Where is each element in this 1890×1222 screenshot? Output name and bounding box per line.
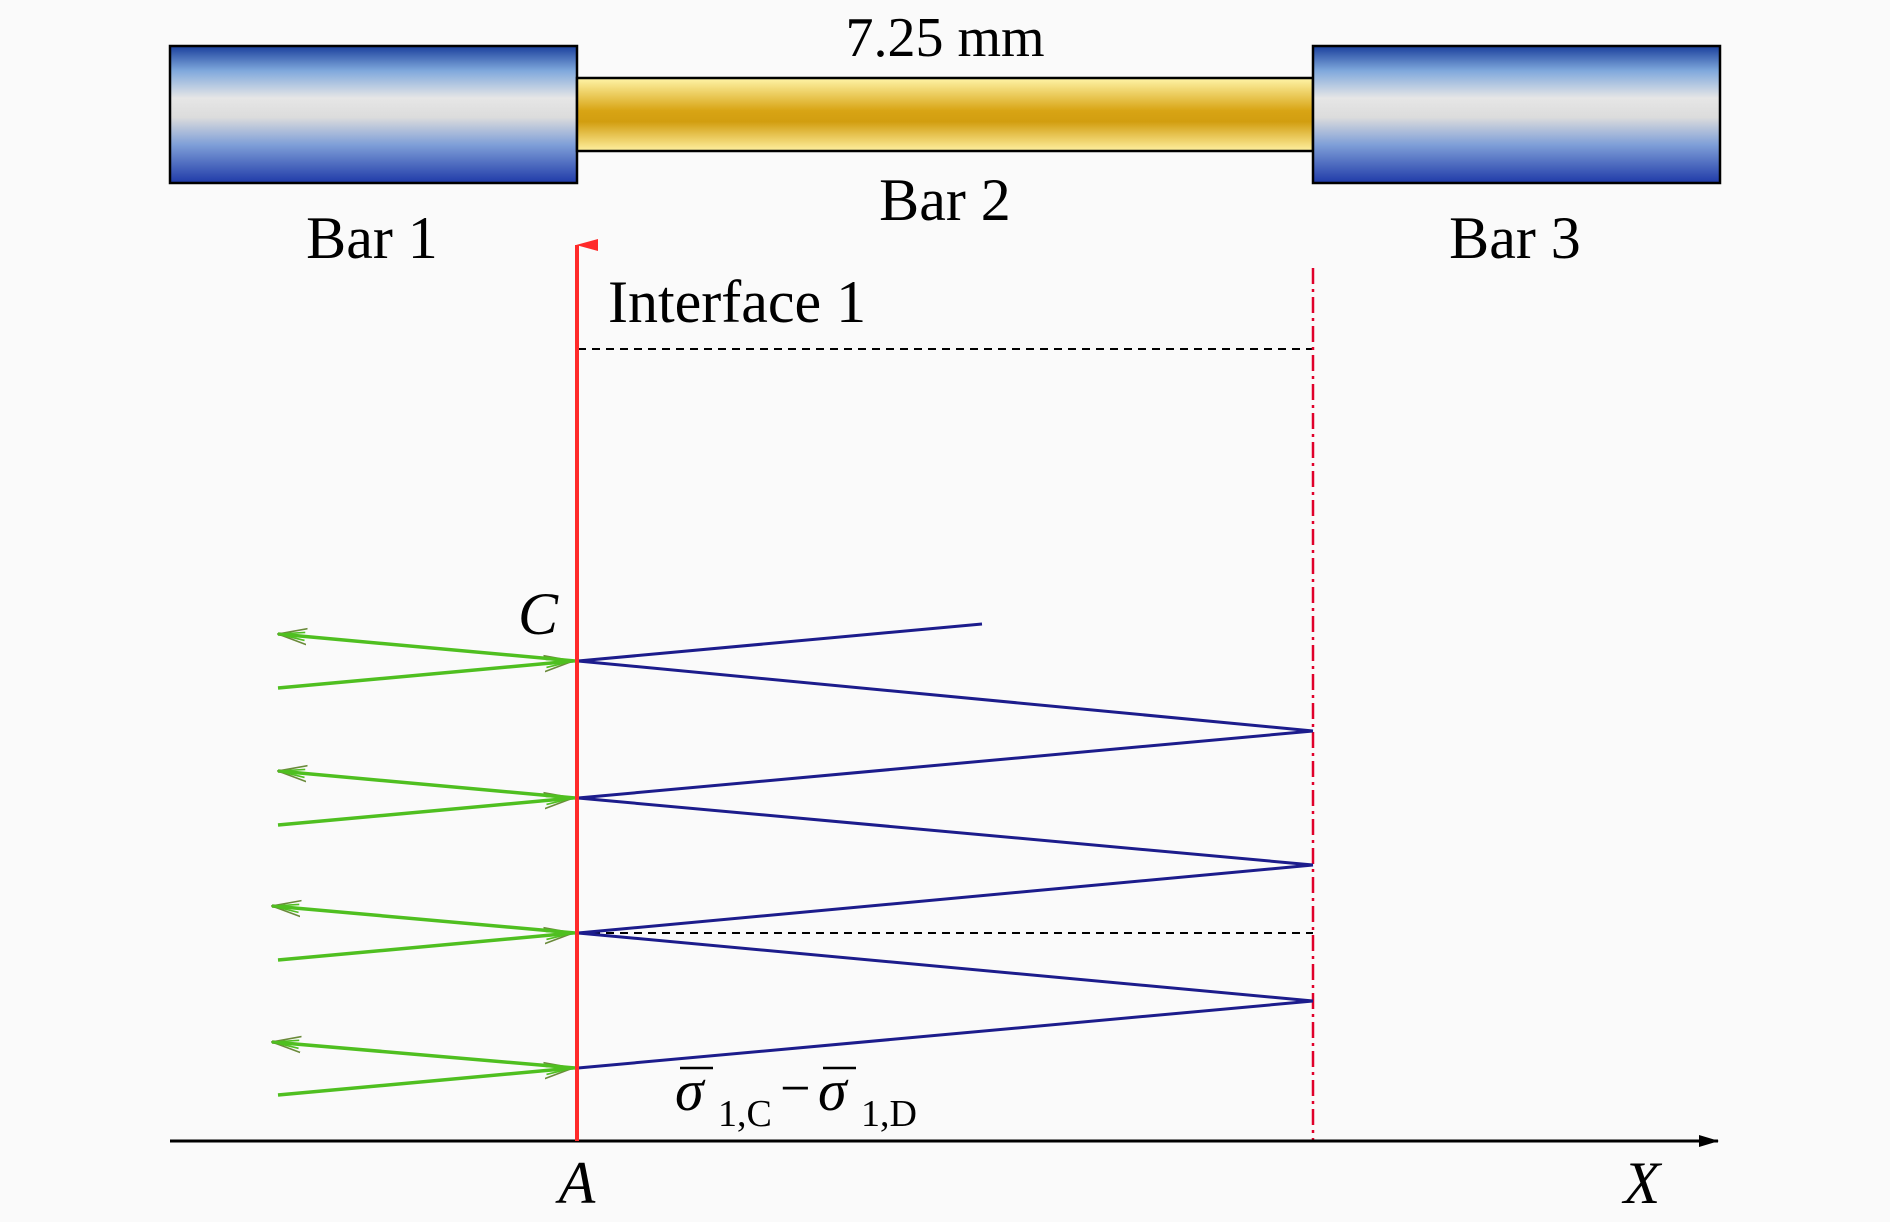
point-c-label: C: [518, 581, 559, 647]
bar-3: [1311, 44, 1722, 185]
reflected-arrow: [278, 634, 576, 663]
sigma-c-subscript: 1,C: [718, 1093, 772, 1135]
point-a-label: A: [555, 1150, 596, 1216]
wave-line: [577, 796, 1314, 867]
wave-reflections: [577, 622, 1314, 1070]
interface-1-label: Interface 1: [608, 269, 866, 335]
stress-difference-expression: σ 1,C − σ 1,D: [675, 1058, 917, 1135]
incident-arrow: [277, 798, 573, 827]
reflected-arrow: [278, 771, 576, 800]
bar-2-label: Bar 2: [879, 167, 1011, 233]
reflected-arrow: [272, 906, 576, 935]
length-label: 7.25 mm: [845, 7, 1044, 69]
sigma-c-symbol: σ: [675, 1058, 706, 1123]
incident-arrow: [277, 933, 573, 962]
reflected-arrow: [272, 1042, 576, 1070]
wave-line: [577, 931, 1314, 1003]
sigma-d-subscript: 1,D: [861, 1093, 917, 1135]
wave-line: [577, 729, 1314, 800]
wave-line: [577, 659, 1314, 733]
bar-1: [168, 44, 579, 185]
wave-line: [577, 999, 1314, 1070]
x-axis-label: X: [1622, 1150, 1663, 1216]
bar-1-label: Bar 1: [306, 205, 438, 271]
bar-2: [575, 76, 1315, 153]
incident-arrow: [277, 661, 573, 690]
wave-line: [577, 863, 1314, 935]
wave-line: [577, 622, 983, 663]
incident-arrow: [277, 1068, 573, 1097]
sigma-d-symbol: σ: [818, 1058, 849, 1123]
bar1-wave-arrows: [272, 634, 576, 1097]
bar-3-label: Bar 3: [1449, 205, 1581, 271]
minus-sign: −: [780, 1058, 810, 1118]
